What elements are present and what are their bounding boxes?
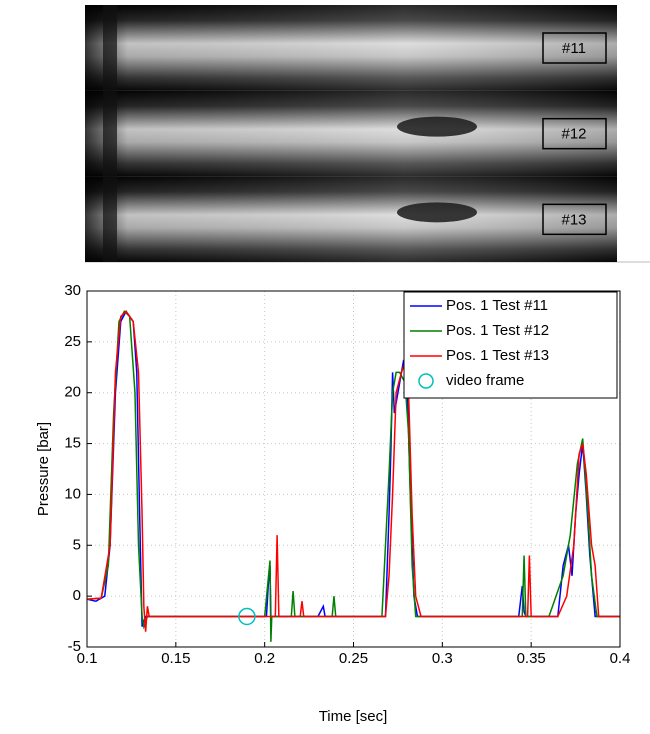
- marker: [238, 607, 256, 626]
- legend-label: video frame: [446, 372, 524, 389]
- plot-frame: [86, 290, 621, 648]
- photo-label-box: [542, 117, 607, 150]
- tube-flange: [103, 5, 117, 91]
- photo-label-box: [542, 203, 607, 236]
- photo-shade: [85, 176, 617, 262]
- y-axis-label: Pressure [bar]: [35, 422, 52, 516]
- y-tick-label: -5: [68, 638, 81, 655]
- photo-label: #13: [561, 211, 586, 228]
- y-tick-label: 25: [64, 333, 81, 350]
- y-tick-label: 10: [64, 485, 81, 502]
- slug: [397, 202, 477, 223]
- y-tick-label: 15: [64, 435, 81, 452]
- x-tick-label: 0.35: [517, 650, 546, 667]
- y-tick-label: 5: [73, 536, 81, 553]
- y-tick-label: 0: [73, 587, 81, 604]
- photo-shade: [85, 5, 617, 91]
- legend-symbol: [418, 373, 434, 389]
- legend-label: Pos. 1 Test #13: [446, 347, 549, 364]
- photo-label-box: [542, 32, 607, 64]
- x-axis-label: Time [sec]: [319, 708, 388, 725]
- x-tick-label: 0.25: [339, 650, 368, 667]
- legend-label: Pos. 1 Test #12: [446, 322, 549, 339]
- x-tick-label: 0.2: [254, 650, 275, 667]
- y-tick-label: 30: [64, 282, 81, 299]
- photo-label: #12: [561, 126, 586, 143]
- photo-label: #11: [562, 40, 586, 57]
- legend-box: [403, 291, 618, 399]
- x-tick-label: 0.4: [610, 650, 631, 667]
- tube-flange: [103, 176, 117, 262]
- x-tick-label: 0.3: [432, 650, 453, 667]
- series-line: [86, 310, 620, 632]
- y-tick-label: 20: [64, 384, 81, 401]
- tube-flange: [103, 90, 117, 177]
- legend-label: Pos. 1 Test #11: [446, 297, 548, 314]
- slug: [397, 116, 477, 137]
- x-tick-label: 0.1: [77, 650, 98, 667]
- photo-shade: [85, 90, 617, 177]
- x-tick-label: 0.15: [161, 650, 190, 667]
